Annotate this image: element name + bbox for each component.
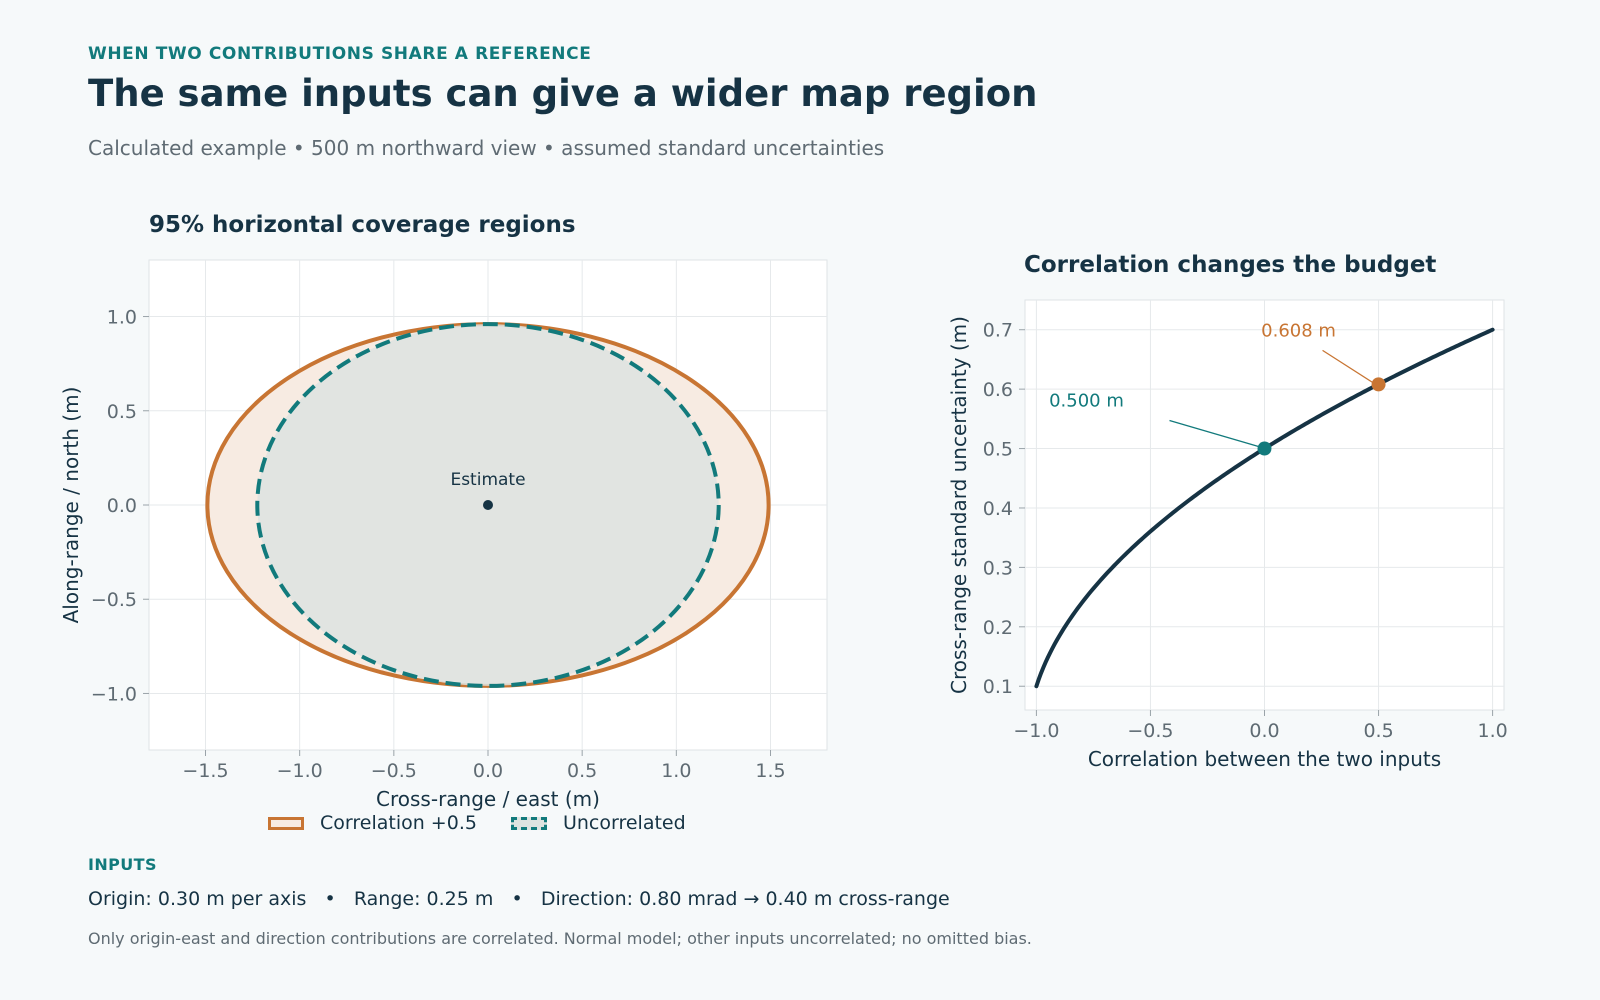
right-chart-x-tick-label: 0.5 — [1363, 720, 1393, 742]
left-chart-x-tick-label: 1.0 — [661, 760, 691, 782]
left-chart-x-tick-label: −1.0 — [277, 760, 323, 782]
right-chart-y-tick-label: 0.7 — [983, 320, 1013, 342]
left-chart-y-tick-label: −0.5 — [91, 589, 137, 611]
left-chart-y-axis-label: Along-range / north (m) — [59, 387, 83, 624]
highlight-point — [1371, 377, 1386, 392]
highlight-label: 0.608 m — [1261, 320, 1336, 341]
right-chart-y-tick-label: 0.6 — [983, 379, 1013, 401]
legend-item-correlated: Correlation +0.5 — [268, 812, 477, 834]
right-chart-x-tick-label: −0.5 — [1127, 720, 1173, 742]
legend-swatch-correlated — [268, 816, 304, 830]
right-chart-title: Correlation changes the budget — [1024, 252, 1437, 278]
inputs-line: Origin: 0.30 m per axis • Range: 0.25 m … — [88, 888, 950, 910]
legend-label-uncorrelated: Uncorrelated — [562, 812, 686, 834]
left-chart-x-tick-label: 0.5 — [567, 760, 597, 782]
legend-swatch-uncorrelated — [510, 816, 547, 830]
right-chart-x-axis-label: Correlation between the two inputs — [1088, 747, 1441, 771]
page-subtitle: Calculated example • 500 m northward vie… — [88, 136, 885, 160]
right-chart-x-tick-label: 0.0 — [1249, 720, 1279, 742]
inputs-label: INPUTS — [88, 855, 157, 874]
page-title: The same inputs can give a wider map reg… — [88, 72, 1038, 115]
left-chart-x-tick-label: 1.5 — [755, 760, 785, 782]
kicker: WHEN TWO CONTRIBUTIONS SHARE A REFERENCE — [88, 44, 592, 64]
left-chart-x-tick-label: 0.0 — [473, 760, 503, 782]
right-chart-x-tick-label: 1.0 — [1477, 720, 1507, 742]
legend: Correlation +0.5 Uncorrelated — [268, 812, 720, 834]
estimate-point — [483, 500, 493, 510]
left-chart-y-tick-label: 0.5 — [107, 401, 137, 423]
right-chart-y-tick-label: 0.3 — [983, 557, 1013, 579]
right-chart-x-tick-label: −1.0 — [1013, 720, 1059, 742]
estimate-label: Estimate — [450, 470, 525, 490]
right-chart-y-tick-label: 0.5 — [983, 439, 1013, 461]
left-chart-x-axis-label: Cross-range / east (m) — [376, 787, 600, 811]
legend-item-uncorrelated: Uncorrelated — [510, 812, 686, 834]
highlight-point — [1257, 441, 1272, 456]
left-chart-x-tick-label: −1.5 — [182, 760, 228, 782]
right-chart-y-axis-label: Cross-range standard uncertainty (m) — [947, 316, 971, 694]
left-chart-title: 95% horizontal coverage regions — [149, 212, 576, 238]
right-chart-y-tick-label: 0.4 — [983, 498, 1013, 520]
legend-label-correlated: Correlation +0.5 — [320, 812, 477, 834]
right-chart-y-tick-label: 0.2 — [983, 617, 1013, 639]
left-chart-x-tick-label: −0.5 — [371, 760, 417, 782]
left-chart-y-tick-label: 1.0 — [107, 307, 137, 329]
left-chart-y-tick-label: 0.0 — [107, 495, 137, 517]
highlight-leader-line — [1169, 419, 1259, 448]
right-chart-y-tick-label: 0.1 — [983, 676, 1013, 698]
left-chart-y-tick-label: −1.0 — [91, 683, 137, 705]
footnote: Only origin-east and direction contribut… — [88, 929, 1032, 948]
highlight-leader-line — [1322, 349, 1373, 383]
highlight-label: 0.500 m — [1049, 391, 1124, 412]
